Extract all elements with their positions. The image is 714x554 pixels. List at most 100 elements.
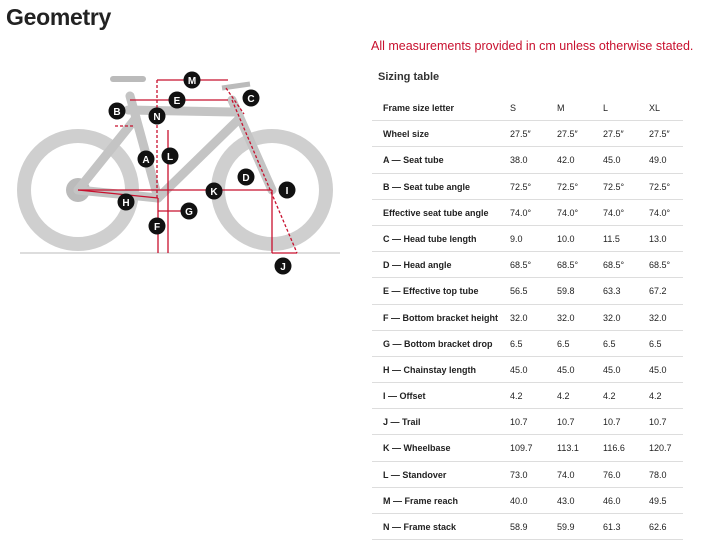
label-letter: H bbox=[122, 198, 129, 209]
cell: 109.7 bbox=[510, 443, 533, 454]
table-row: E — Effective top tube 56.5 59.8 63.3 67.2 bbox=[372, 278, 683, 305]
row-label: Frame size letter bbox=[383, 103, 455, 113]
cell: 62.6 bbox=[649, 522, 667, 532]
cell: 45.0 bbox=[649, 364, 667, 375]
label-letter: G bbox=[185, 207, 193, 218]
label-letter: C bbox=[247, 94, 254, 105]
row-label: I — Offset bbox=[383, 391, 426, 402]
cell: 32.0 bbox=[603, 312, 621, 323]
cell: 74.0° bbox=[557, 207, 579, 218]
row-label: M — Frame reach bbox=[383, 495, 459, 506]
cell: 9.0 bbox=[510, 233, 523, 244]
cell: 4.2 bbox=[649, 391, 662, 402]
cell: 10.0 bbox=[557, 233, 575, 244]
table-row: M — Frame reach 40.0 43.0 46.0 49.5 bbox=[372, 488, 683, 514]
cell: 72.5° bbox=[603, 181, 625, 192]
cell: 4.2 bbox=[557, 391, 570, 402]
cell: 4.2 bbox=[510, 391, 523, 402]
cell: 45.0 bbox=[557, 364, 575, 375]
table-row: I — Offset 4.2 4.2 4.2 4.2 bbox=[372, 383, 683, 410]
cell: 42.0 bbox=[557, 155, 575, 166]
cell: L bbox=[603, 103, 609, 113]
cell: 61.3 bbox=[603, 522, 621, 532]
row-label: G — Bottom bracket drop bbox=[383, 338, 493, 349]
cell: M bbox=[557, 103, 565, 113]
label-marker bbox=[148, 217, 166, 235]
cell: 116.6 bbox=[603, 443, 625, 454]
cell: S bbox=[510, 103, 517, 113]
table-row: B — Seat tube angle 72.5° 72.5° 72.5° 72.5° bbox=[372, 174, 683, 200]
cell: 68.5° bbox=[649, 260, 671, 271]
cell: 6.5 bbox=[649, 338, 662, 349]
label-marker bbox=[168, 91, 186, 109]
cell: 38.0 bbox=[510, 155, 528, 166]
row-label: K — Wheelbase bbox=[383, 443, 451, 454]
label-letter: B bbox=[113, 107, 120, 118]
table-row: A — Seat tube 38.0 42.0 45.0 49.0 bbox=[372, 147, 683, 174]
cell: 68.5° bbox=[510, 260, 532, 271]
cell: 74.0° bbox=[510, 207, 532, 218]
label-letter: M bbox=[188, 76, 196, 87]
label-letter: D bbox=[242, 173, 249, 184]
cell: 10.7 bbox=[557, 417, 575, 428]
table-row: J — Trail 10.7 10.7 10.7 10.7 bbox=[372, 409, 683, 436]
cell: 74.0° bbox=[649, 207, 671, 218]
cell: 10.7 bbox=[649, 417, 667, 428]
cell: 43.0 bbox=[557, 495, 575, 506]
row-label: Effective seat tube angle bbox=[383, 207, 489, 218]
label-marker bbox=[242, 89, 260, 107]
cell: 67.2 bbox=[649, 286, 667, 297]
table-row: D — Head angle 68.5° 68.5° 68.5° 68.5° bbox=[372, 252, 683, 279]
cell: 45.0 bbox=[603, 155, 621, 166]
cell: 76.0 bbox=[603, 469, 621, 480]
cell: 6.5 bbox=[603, 338, 616, 349]
handlebar bbox=[221, 81, 251, 91]
cell: 113.1 bbox=[557, 443, 579, 454]
table-row: K — Wheelbase 109.7 113.1 116.6 120.7 bbox=[372, 435, 683, 462]
cell: 74.0° bbox=[603, 207, 625, 218]
cell: 78.0 bbox=[649, 469, 667, 480]
cell: 6.5 bbox=[557, 338, 570, 349]
label-letter: F bbox=[154, 222, 160, 233]
label-marker bbox=[180, 202, 198, 220]
cell: 49.5 bbox=[649, 495, 667, 506]
table-title: Sizing table bbox=[378, 71, 440, 83]
row-label: L — Standover bbox=[383, 469, 447, 480]
label-marker bbox=[161, 147, 179, 165]
cell: 45.0 bbox=[603, 364, 621, 375]
cell: 72.5° bbox=[510, 181, 532, 192]
row-label: Wheel size bbox=[383, 129, 430, 140]
label-letter: N bbox=[153, 112, 160, 123]
cell: 58.9 bbox=[510, 522, 528, 532]
row-label: F — Bottom bracket height bbox=[383, 312, 499, 323]
cell: 45.0 bbox=[510, 364, 528, 375]
cell: 68.5° bbox=[557, 260, 579, 271]
cell: 27.5″ bbox=[603, 129, 624, 140]
cell: 120.7 bbox=[649, 443, 672, 454]
cell: 72.5° bbox=[649, 181, 671, 192]
table-row: N — Frame stack 58.9 59.9 61.3 62.6 bbox=[372, 514, 683, 541]
cell: 73.0 bbox=[510, 469, 528, 480]
label-letter: J bbox=[280, 262, 286, 273]
page-title: Geometry bbox=[6, 4, 111, 30]
label-marker bbox=[108, 102, 126, 120]
cell: 32.0 bbox=[649, 312, 667, 323]
label-marker bbox=[117, 193, 135, 211]
label-letter: L bbox=[167, 152, 173, 163]
row-label: N — Frame stack bbox=[383, 522, 457, 532]
cell: 49.0 bbox=[649, 155, 667, 166]
cell: 68.5° bbox=[603, 260, 625, 271]
cell: 13.0 bbox=[649, 233, 667, 244]
cell: 40.0 bbox=[510, 495, 528, 506]
cell: 32.0 bbox=[557, 312, 575, 323]
label-letter: I bbox=[286, 186, 289, 197]
cell: 6.5 bbox=[510, 338, 523, 349]
cell: 27.5″ bbox=[510, 129, 531, 140]
label-marker bbox=[237, 168, 255, 186]
cell: 74.0 bbox=[557, 469, 575, 480]
table-row: F — Bottom bracket height 32.0 32.0 32.0 32.… bbox=[372, 305, 683, 331]
cell: 63.3 bbox=[603, 286, 621, 297]
label-marker bbox=[137, 150, 155, 168]
table-row: H — Chainstay length 45.0 45.0 45.0 45.0 bbox=[372, 357, 683, 384]
